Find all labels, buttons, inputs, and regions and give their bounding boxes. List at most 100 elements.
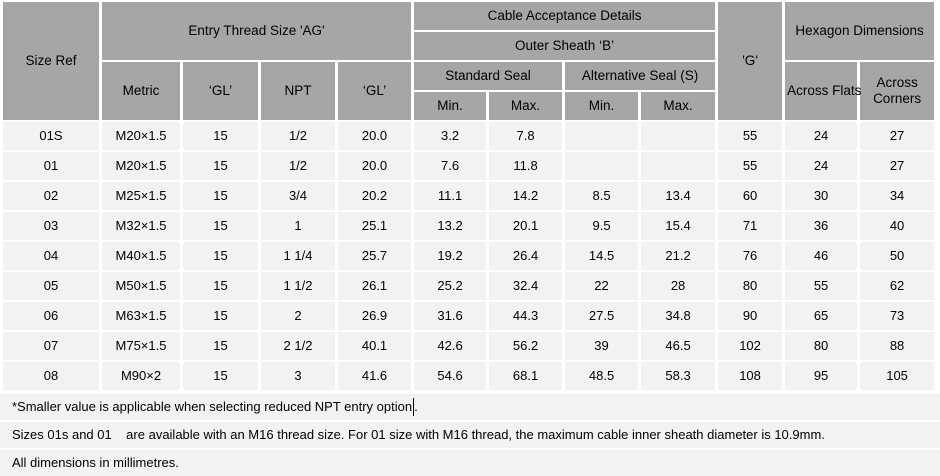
cell-alt-min — [565, 122, 639, 150]
cell-metric: M75×1.5 — [102, 332, 180, 360]
cell-across-flats: 46 — [785, 242, 858, 270]
cell-across-flats: 24 — [785, 152, 858, 180]
table-row: 08 M90×2 15 3 41.6 54.6 68.1 48.5 58.3 1… — [3, 362, 935, 390]
cell-size-ref: 07 — [3, 332, 99, 360]
cell-npt: 1/2 — [261, 152, 335, 180]
table-row: 04 M40×1.5 15 1 1/4 25.7 19.2 26.4 14.5 … — [3, 242, 935, 270]
cell-g: 102 — [718, 332, 783, 360]
cell-gl-metric: 15 — [183, 302, 258, 330]
cell-across-flats: 80 — [785, 332, 858, 360]
cell-gl-metric: 15 — [183, 242, 258, 270]
cell-g: 71 — [718, 212, 783, 240]
header-row-2: Outer Sheath ‘B’ — [3, 32, 934, 60]
cell-std-min: 13.2 — [414, 212, 487, 240]
cell-gl-metric: 15 — [183, 122, 258, 150]
cell-metric: M25×1.5 — [102, 182, 180, 210]
cell-npt: 2 1/2 — [261, 332, 335, 360]
table-row: 05 M50×1.5 15 1 1/2 26.1 25.2 32.4 22 28… — [3, 272, 935, 300]
col-header-alt-min: Min. — [565, 92, 639, 120]
col-group-standard-seal: Standard Seal — [414, 62, 563, 90]
col-header-std-max: Max. — [489, 92, 563, 120]
cell-g: 55 — [718, 122, 783, 150]
cell-alt-min: 39 — [565, 332, 639, 360]
cell-npt: 2 — [261, 302, 335, 330]
col-header-std-min: Min. — [414, 92, 487, 120]
cell-alt-min: 48.5 — [565, 362, 639, 390]
footnote-npt-reduced: *Smaller value is applicable when select… — [0, 394, 940, 420]
cell-alt-min: 8.5 — [565, 182, 639, 210]
cell-gl-npt: 20.0 — [338, 122, 412, 150]
cell-std-max: 44.3 — [489, 302, 563, 330]
table-row: 06 M63×1.5 15 2 26.9 31.6 44.3 27.5 34.8… — [3, 302, 935, 330]
cell-g: 60 — [718, 182, 783, 210]
cell-gl-npt: 41.6 — [338, 362, 412, 390]
cell-alt-min — [565, 152, 639, 180]
cell-metric: M40×1.5 — [102, 242, 180, 270]
cell-std-max: 7.8 — [489, 122, 563, 150]
cell-across-corners: 88 — [860, 332, 935, 360]
table-row: 07 M75×1.5 15 2 1/2 40.1 42.6 56.2 39 46… — [3, 332, 935, 360]
cell-alt-max: 58.3 — [641, 362, 716, 390]
cell-npt: 3 — [261, 362, 335, 390]
header-row-4: Min. Max. Min. Max. — [3, 92, 934, 120]
cell-across-flats: 65 — [785, 302, 858, 330]
text-cursor — [413, 398, 415, 416]
cell-metric: M20×1.5 — [102, 122, 180, 150]
footnote-text-tail: . — [414, 399, 418, 414]
footnote-text: Sizes 01s and 01 are available with an M… — [12, 427, 825, 442]
cell-alt-max: 21.2 — [641, 242, 716, 270]
table-row: 02 M25×1.5 15 3/4 20.2 11.1 14.2 8.5 13.… — [3, 182, 935, 210]
cell-alt-max: 15.4 — [641, 212, 716, 240]
col-header-across-flats: Across Flats — [785, 62, 861, 120]
cell-std-min: 19.2 — [414, 242, 487, 270]
footnotes: *Smaller value is applicable when select… — [0, 394, 940, 476]
table-header: Size Ref Entry Thread Size 'AG' Cable Ac… — [3, 2, 935, 120]
cell-g: 55 — [718, 152, 783, 180]
cell-gl-npt: 26.9 — [338, 302, 412, 330]
col-header-gl-npt: ‘GL’ — [338, 62, 412, 120]
cell-g: 76 — [718, 242, 783, 270]
cell-std-max: 26.4 — [489, 242, 563, 270]
cell-std-min: 31.6 — [414, 302, 487, 330]
cell-size-ref: 05 — [3, 272, 99, 300]
cell-g: 80 — [718, 272, 783, 300]
cell-metric: M20×1.5 — [102, 152, 180, 180]
cell-across-corners: 50 — [860, 242, 935, 270]
col-header-size-ref: Size Ref — [3, 2, 99, 120]
cell-across-corners: 27 — [860, 122, 935, 150]
footnote-text: *Smaller value is applicable when select… — [12, 399, 413, 414]
cell-alt-min: 27.5 — [565, 302, 639, 330]
footnote-text: All dimensions in millimetres. — [12, 455, 179, 470]
cell-size-ref: 04 — [3, 242, 99, 270]
cell-std-max: 56.2 — [489, 332, 563, 360]
col-group-alternative-seal: Alternative Seal (S) — [565, 62, 716, 90]
col-group-outer-sheath: Outer Sheath ‘B’ — [414, 32, 716, 60]
cell-gl-npt: 26.1 — [338, 272, 412, 300]
cell-gl-npt: 40.1 — [338, 332, 412, 360]
cell-gl-metric: 15 — [183, 362, 258, 390]
cell-gl-metric: 15 — [183, 212, 258, 240]
cell-std-min: 54.6 — [414, 362, 487, 390]
cell-metric: M90×2 — [102, 362, 180, 390]
cell-alt-max — [641, 152, 716, 180]
cell-across-flats: 55 — [785, 272, 858, 300]
col-header-metric: Metric — [102, 62, 180, 120]
cell-std-max: 32.4 — [489, 272, 563, 300]
cell-alt-max — [641, 122, 716, 150]
cell-gl-metric: 15 — [183, 182, 258, 210]
cell-npt: 1 — [261, 212, 335, 240]
cell-std-max: 20.1 — [489, 212, 563, 240]
cell-across-corners: 62 — [860, 272, 935, 300]
cell-size-ref: 02 — [3, 182, 99, 210]
footnote-dimensions-unit: All dimensions in millimetres. — [0, 450, 940, 476]
header-row-1: Size Ref Entry Thread Size 'AG' Cable Ac… — [3, 2, 935, 120]
table-row: 01S M20×1.5 15 1/2 20.0 3.2 7.8 55 24 27 — [3, 122, 935, 150]
col-group-hexagon-dimensions: Hexagon Dimensions — [785, 2, 935, 60]
cell-alt-max: 28 — [641, 272, 716, 300]
cell-metric: M32×1.5 — [102, 212, 180, 240]
cell-gl-npt: 25.1 — [338, 212, 412, 240]
cell-across-flats: 24 — [785, 122, 858, 150]
cell-alt-max: 46.5 — [641, 332, 716, 360]
cell-std-max: 68.1 — [489, 362, 563, 390]
cell-npt: 1/2 — [261, 122, 335, 150]
